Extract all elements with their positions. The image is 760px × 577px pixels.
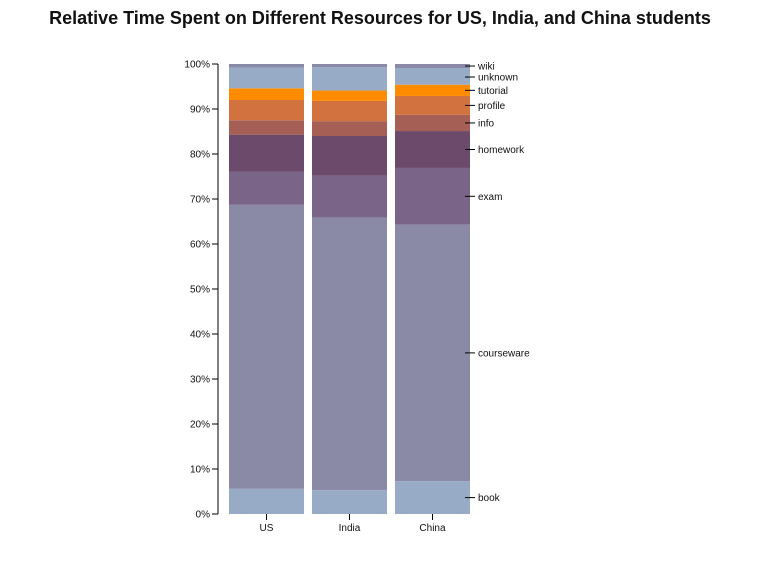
bar-segment-china-profile bbox=[395, 95, 470, 115]
legend-label-tutorial: tutorial bbox=[478, 86, 508, 97]
bar-segment-china-wiki bbox=[395, 64, 470, 69]
bar-segment-india-tutorial bbox=[312, 90, 387, 101]
y-tick-label: 10% bbox=[190, 465, 210, 476]
x-tick-label-india: India bbox=[339, 523, 361, 534]
y-tick-label: 80% bbox=[190, 150, 210, 161]
x-axis: US India China bbox=[260, 514, 446, 534]
y-tick-label: 70% bbox=[190, 195, 210, 206]
bar-segment-china-courseware bbox=[395, 224, 470, 482]
y-tick-label: 100% bbox=[184, 60, 210, 71]
bar-segment-us-courseware bbox=[229, 204, 304, 489]
bar-segment-china-homework bbox=[395, 131, 470, 168]
bar-segment-india-exam bbox=[312, 175, 387, 218]
bar-segment-india-book bbox=[312, 490, 387, 514]
y-tick-label: 30% bbox=[190, 375, 210, 386]
bar-segment-india-wiki bbox=[312, 64, 387, 68]
bar-segment-us-exam bbox=[229, 171, 304, 205]
bar-segment-china-book bbox=[395, 481, 470, 514]
y-tick-label: 0% bbox=[196, 510, 211, 521]
legend: book courseware exam homework info profile tut… bbox=[465, 62, 530, 504]
legend-label-unknown: unknown bbox=[478, 73, 518, 84]
bar-segment-china-exam bbox=[395, 167, 470, 225]
x-tick-label-us: US bbox=[260, 523, 274, 534]
bar-segment-india-unknown bbox=[312, 67, 387, 91]
chart-title: Relative Time Spent on Different Resourc… bbox=[49, 8, 711, 28]
bar-segment-india-profile bbox=[312, 100, 387, 122]
legend-label-info: info bbox=[478, 118, 495, 129]
legend-label-courseware: courseware bbox=[478, 348, 530, 359]
y-tick-label: 60% bbox=[190, 240, 210, 251]
bar-segment-india-info bbox=[312, 121, 387, 136]
y-tick-label: 90% bbox=[190, 105, 210, 116]
bar-segment-us-info bbox=[229, 120, 304, 135]
y-axis: 0% 10% 20% 30% 40% 50% 60% 70% 80% 90% 100% bbox=[184, 60, 219, 521]
legend-label-profile: profile bbox=[478, 101, 506, 112]
bar-segment-china-info bbox=[395, 114, 470, 132]
bar-segment-us-tutorial bbox=[229, 88, 304, 100]
legend-label-wiki: wiki bbox=[477, 62, 495, 73]
bar-segment-us-profile bbox=[229, 100, 304, 121]
legend-label-exam: exam bbox=[478, 192, 502, 203]
legend-label-book: book bbox=[478, 493, 501, 504]
legend-label-homework: homework bbox=[478, 145, 525, 156]
bar-segment-india-homework bbox=[312, 136, 387, 176]
y-tick-label: 40% bbox=[190, 330, 210, 341]
bar-segment-china-tutorial bbox=[395, 84, 470, 96]
y-tick-label: 20% bbox=[190, 420, 210, 431]
y-tick-label: 50% bbox=[190, 285, 210, 296]
bar-segment-us-homework bbox=[229, 134, 304, 172]
bar-segment-us-unknown bbox=[229, 67, 304, 89]
bars bbox=[229, 64, 470, 514]
bar-segment-us-book bbox=[229, 488, 304, 514]
x-tick-label-china: China bbox=[419, 523, 446, 534]
bar-segment-india-courseware bbox=[312, 217, 387, 491]
bar-segment-china-unknown bbox=[395, 68, 470, 85]
bar-segment-us-wiki bbox=[229, 64, 304, 68]
